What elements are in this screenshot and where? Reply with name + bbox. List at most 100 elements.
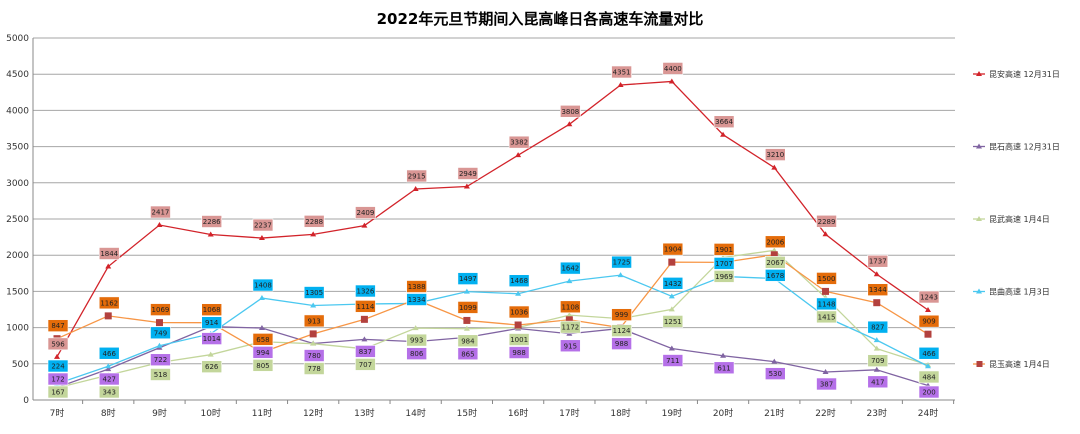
data-point bbox=[771, 358, 778, 364]
data-label-text: 1901 bbox=[715, 246, 733, 254]
data-label: 1068 bbox=[201, 303, 223, 316]
data-label: 2409 bbox=[355, 206, 376, 219]
data-point bbox=[412, 185, 419, 191]
data-label: 1725 bbox=[611, 255, 632, 269]
data-label-bg bbox=[252, 346, 274, 359]
data-label-bg bbox=[918, 290, 940, 304]
data-label: 1108 bbox=[560, 300, 581, 314]
data-label-bg bbox=[303, 286, 325, 299]
data-label: 3808 bbox=[560, 105, 581, 118]
data-label-bg bbox=[303, 349, 325, 362]
data-label: 1162 bbox=[98, 296, 120, 310]
data-label-text: 3382 bbox=[510, 139, 528, 147]
data-point bbox=[617, 81, 624, 87]
data-label-text: 988 bbox=[615, 340, 628, 348]
x-tick-label: 24时 bbox=[918, 407, 938, 419]
data-label: 224 bbox=[47, 359, 69, 373]
data-label-bg bbox=[47, 385, 69, 399]
data-label-text: 2006 bbox=[766, 238, 784, 246]
data-label-bg bbox=[252, 359, 274, 372]
data-point bbox=[770, 251, 778, 259]
legend-marker bbox=[976, 288, 982, 294]
data-label: 518 bbox=[150, 368, 171, 381]
data-label-text: 1500 bbox=[818, 275, 836, 283]
data-label-bg bbox=[662, 62, 684, 75]
data-label-bg bbox=[201, 303, 223, 316]
data-point bbox=[258, 295, 265, 301]
data-label-text: 2289 bbox=[818, 218, 836, 226]
x-tick-label: 22时 bbox=[815, 407, 835, 419]
x-tick-label: 16时 bbox=[508, 407, 528, 419]
data-label-bg bbox=[98, 385, 120, 399]
data-label: 2915 bbox=[406, 169, 427, 183]
data-label-text: 1642 bbox=[561, 265, 579, 273]
data-label-text: 915 bbox=[564, 342, 577, 350]
data-label-bg bbox=[201, 332, 223, 345]
x-tick-label: 10时 bbox=[200, 407, 220, 419]
data-label: 1334 bbox=[406, 293, 427, 306]
data-label-text: 518 bbox=[154, 371, 167, 379]
x-tick-label: 14时 bbox=[405, 407, 425, 419]
data-label-text: 1068 bbox=[203, 306, 221, 314]
data-label-bg bbox=[611, 337, 632, 350]
data-label-bg bbox=[816, 214, 837, 228]
data-label-text: 484 bbox=[922, 373, 936, 381]
data-point bbox=[54, 353, 60, 359]
data-point bbox=[309, 330, 317, 338]
data-point bbox=[156, 222, 163, 228]
data-label: 658 bbox=[252, 333, 274, 346]
data-point bbox=[310, 302, 317, 308]
data-label: 1468 bbox=[508, 274, 530, 288]
data-label-bg bbox=[508, 274, 530, 288]
data-label-bg bbox=[611, 65, 632, 79]
data-label: 1500 bbox=[816, 272, 837, 285]
data-label-bg bbox=[662, 242, 684, 256]
data-label: 1172 bbox=[560, 320, 581, 334]
data-label-text: 611 bbox=[717, 364, 730, 372]
data-label-text: 466 bbox=[103, 350, 117, 358]
data-point bbox=[668, 78, 675, 84]
data-point bbox=[361, 336, 368, 342]
data-label-text: 1388 bbox=[408, 283, 426, 291]
data-label-text: 1172 bbox=[561, 324, 579, 332]
data-point bbox=[207, 351, 214, 357]
data-point bbox=[258, 325, 265, 331]
data-label-text: 1124 bbox=[613, 327, 631, 335]
data-label-bg bbox=[150, 303, 171, 316]
data-label-bg bbox=[303, 362, 325, 375]
x-tick-label: 7时 bbox=[50, 407, 65, 419]
data-point bbox=[360, 315, 368, 323]
data-label-bg bbox=[764, 367, 786, 380]
data-label-bg bbox=[406, 280, 427, 293]
data-label: 847 bbox=[47, 319, 69, 332]
y-tick-label: 3500 bbox=[6, 143, 29, 153]
data-label: 914 bbox=[201, 316, 223, 329]
data-label-bg bbox=[47, 372, 69, 386]
data-label: 596 bbox=[47, 337, 69, 351]
data-point bbox=[925, 307, 931, 313]
data-label-text: 1969 bbox=[715, 273, 733, 281]
data-label: 4400 bbox=[662, 62, 684, 75]
data-label: 1243 bbox=[918, 290, 940, 304]
data-label-text: 806 bbox=[410, 350, 424, 358]
data-label-bg bbox=[816, 310, 837, 324]
legend-label: 昆曲高速 1月3日 bbox=[989, 287, 1050, 297]
data-label-bg bbox=[764, 148, 786, 161]
series-line bbox=[56, 325, 929, 389]
legend-marker bbox=[976, 361, 983, 367]
data-label: 1036 bbox=[508, 305, 530, 319]
data-label-bg bbox=[201, 316, 223, 329]
data-label-bg bbox=[816, 297, 837, 311]
data-label: 1642 bbox=[560, 261, 581, 275]
data-label-bg bbox=[150, 326, 171, 340]
data-label: 913 bbox=[303, 314, 325, 328]
legend-item: 昆安高速 12月31日 bbox=[973, 69, 1060, 79]
data-label: 805 bbox=[252, 359, 274, 372]
data-label: 172 bbox=[47, 372, 69, 386]
legend-marker bbox=[976, 143, 982, 149]
data-label: 1678 bbox=[764, 269, 786, 282]
data-label-text: 1468 bbox=[510, 277, 528, 285]
y-tick-label: 2500 bbox=[6, 215, 29, 225]
data-label-bg bbox=[150, 368, 171, 381]
